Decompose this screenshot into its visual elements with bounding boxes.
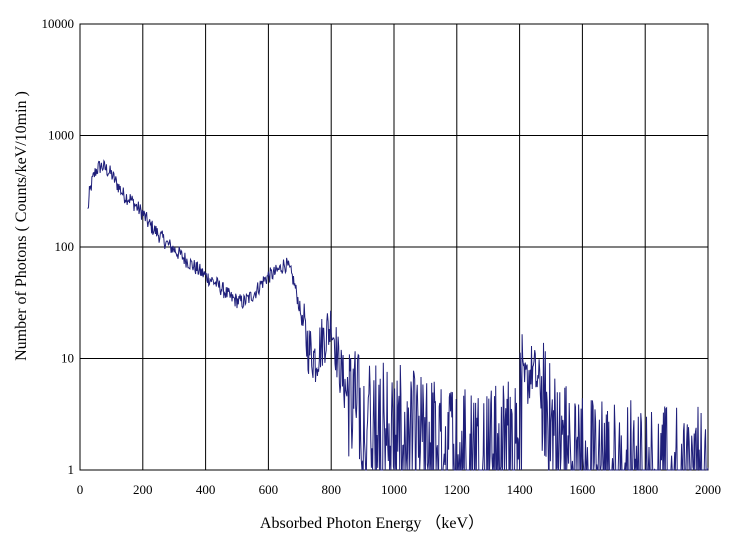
x-tick-label: 1000 — [381, 482, 407, 497]
x-tick-label: 2000 — [695, 482, 721, 497]
y-tick-label: 1000 — [48, 128, 74, 143]
y-tick-label: 10 — [61, 351, 74, 366]
y-axis-label: Number of Photons ( Counts/keV/10min ) — [13, 91, 30, 361]
series-layer — [87, 159, 709, 471]
y-tick-label: 1 — [68, 462, 75, 477]
x-tick-label: 1200 — [444, 482, 470, 497]
x-tick-label: 1800 — [632, 482, 658, 497]
y-tick-label: 10000 — [42, 16, 75, 31]
x-tick-label: 1600 — [569, 482, 595, 497]
x-tick-label: 0 — [77, 482, 84, 497]
x-tick-label: 400 — [196, 482, 216, 497]
x-tick-label: 1400 — [507, 482, 533, 497]
y-tick-labels: 1 10 100 1000 10000 — [42, 16, 75, 477]
y-tick-label: 100 — [55, 239, 75, 254]
x-tick-labels: 0 200 400 600 800 1000 1200 1400 1600 1800 2000 — [77, 482, 721, 497]
x-tick-label: 800 — [321, 482, 341, 497]
x-axis-label: Absorbed Photon Energy （keV） — [260, 514, 484, 532]
spectrum-line — [87, 159, 709, 471]
x-tick-label: 200 — [133, 482, 153, 497]
x-tick-label: 600 — [259, 482, 279, 497]
